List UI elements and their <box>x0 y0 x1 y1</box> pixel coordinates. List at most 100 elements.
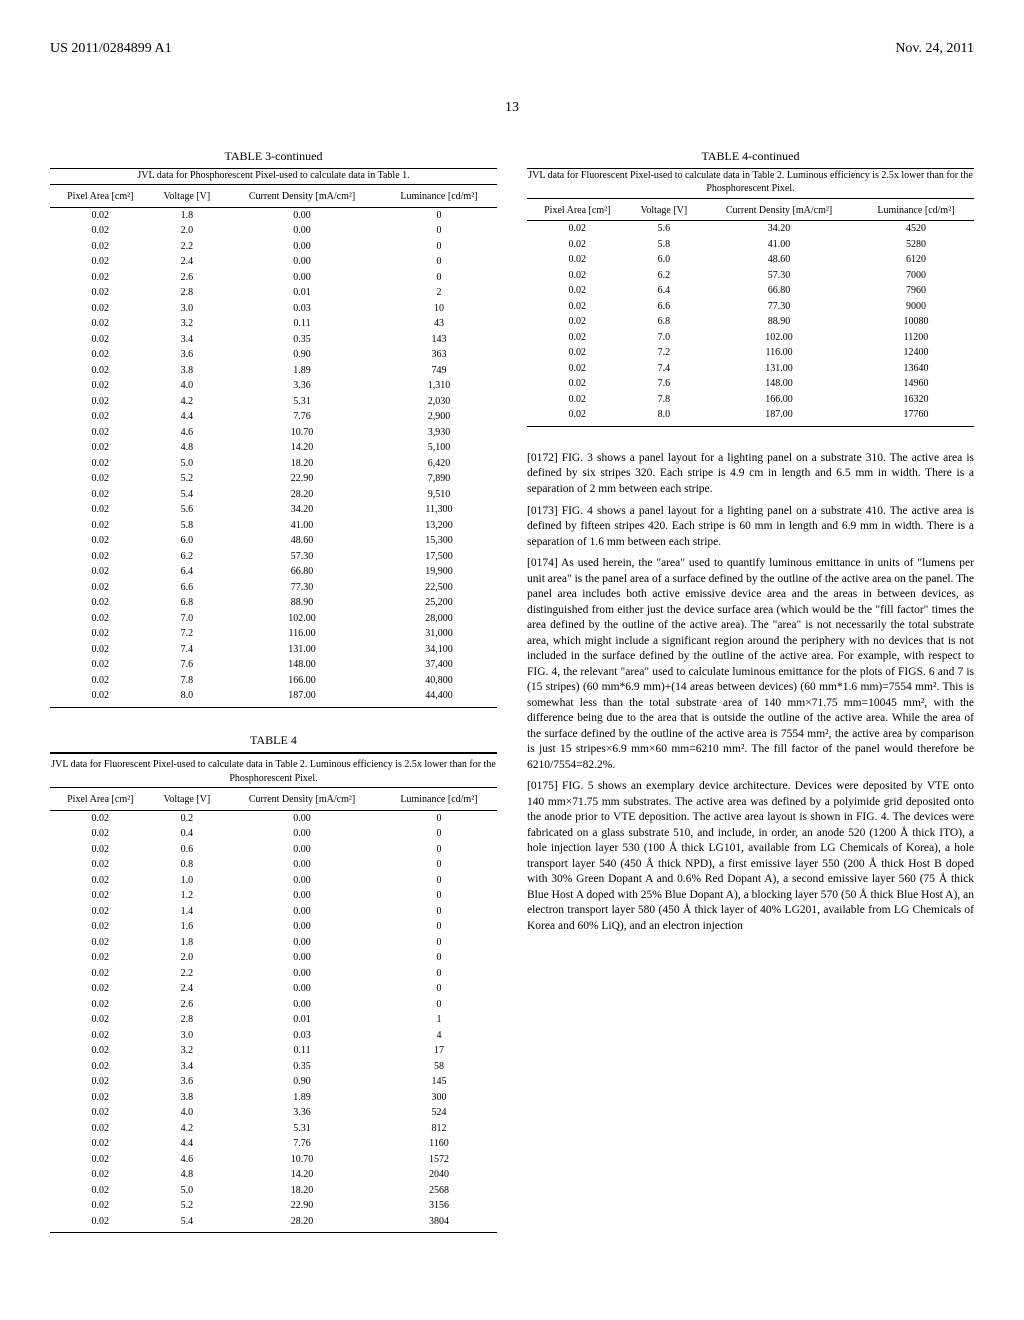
table-row: 0.025.841.005280 <box>527 237 974 253</box>
table-cell: 0 <box>381 966 497 982</box>
table-row: 0.022.20.000 <box>50 239 497 255</box>
table-cell: 2.6 <box>151 270 224 286</box>
table-cell: 0.02 <box>50 487 151 503</box>
table-cell: 6.2 <box>151 549 224 565</box>
table-cell: 3.0 <box>151 1028 224 1044</box>
paragraph-0172: [0172] FIG. 3 shows a panel layout for a… <box>527 451 974 498</box>
table-cell: 3.8 <box>151 1090 224 1106</box>
table-cell: 0 <box>381 254 497 270</box>
table-cell: 0 <box>381 997 497 1013</box>
table-row: 0.023.60.90145 <box>50 1074 497 1090</box>
table-cell: 77.30 <box>223 580 381 596</box>
table-cell: 6,420 <box>381 456 497 472</box>
table-row: 0.027.2116.0031,000 <box>50 626 497 642</box>
table-cell: 0.02 <box>527 361 628 377</box>
table-cell: 0.02 <box>50 1121 151 1137</box>
table-cell: 0 <box>381 888 497 904</box>
table-row: 0.027.8166.0040,800 <box>50 673 497 689</box>
table-row: 0.021.80.000 <box>50 207 497 223</box>
table-row: 0.022.60.000 <box>50 997 497 1013</box>
table-cell: 0.02 <box>50 502 151 518</box>
table-cell: 34.20 <box>223 502 381 518</box>
table-cell: 6.0 <box>628 252 701 268</box>
table-row: 0.021.00.000 <box>50 873 497 889</box>
table-row: 0.024.03.36524 <box>50 1105 497 1121</box>
table-cell: 28,000 <box>381 611 497 627</box>
table-cell: 5.4 <box>151 487 224 503</box>
table-cell: 7.4 <box>628 361 701 377</box>
table-row: 0.026.048.606120 <box>527 252 974 268</box>
table-cell: 5.6 <box>151 502 224 518</box>
table-cell: 22.90 <box>223 1198 381 1214</box>
table-cell: 148.00 <box>223 657 381 673</box>
table-cell: 1.4 <box>151 904 224 920</box>
table-cell: 0.00 <box>223 904 381 920</box>
table-row: 0.025.222.907,890 <box>50 471 497 487</box>
table-cell: 1.89 <box>223 1090 381 1106</box>
table-cell: 7.6 <box>151 657 224 673</box>
table-row: 0.023.81.89300 <box>50 1090 497 1106</box>
table-cell: 7.76 <box>223 409 381 425</box>
table-cell: 0.02 <box>50 332 151 348</box>
table-cell: 0 <box>381 239 497 255</box>
table-cell: 18.20 <box>223 1183 381 1199</box>
table-cell: 7000 <box>858 268 974 284</box>
table-cell: 0 <box>381 857 497 873</box>
table-row: 0.022.40.000 <box>50 981 497 997</box>
table-row: 0.024.814.202040 <box>50 1167 497 1183</box>
table-cell: 11,300 <box>381 502 497 518</box>
table-row: 0.026.048.6015,300 <box>50 533 497 549</box>
table-row: 0.025.018.202568 <box>50 1183 497 1199</box>
table-cell: 88.90 <box>700 314 858 330</box>
table-row: 0.027.6148.0037,400 <box>50 657 497 673</box>
table-cell: 102.00 <box>700 330 858 346</box>
table-cell: 0.02 <box>50 378 151 394</box>
table-cell: 5.2 <box>151 471 224 487</box>
table-cell: 1.8 <box>151 207 224 223</box>
table-cell: 148.00 <box>700 376 858 392</box>
table-cell: 6.4 <box>151 564 224 580</box>
table-cell: 0 <box>381 270 497 286</box>
table-cell: 22,500 <box>381 580 497 596</box>
table-cell: 0.02 <box>50 270 151 286</box>
col-header: Voltage [V] <box>628 201 701 221</box>
table-cell: 0.02 <box>50 1012 151 1028</box>
table-3-continued: TABLE 3-continued JVL data for Phosphore… <box>50 148 497 708</box>
col-header: Luminance [cd/m²] <box>381 187 497 207</box>
table-cell: 6.6 <box>151 580 224 596</box>
table-cell: 0.02 <box>527 330 628 346</box>
table-cell: 2.4 <box>151 981 224 997</box>
table-cell: 2 <box>381 285 497 301</box>
table-row: 0.025.841.0013,200 <box>50 518 497 534</box>
table-cell: 3.6 <box>151 347 224 363</box>
table-cell: 6.8 <box>628 314 701 330</box>
table-cell: 0.02 <box>50 1028 151 1044</box>
table-cell: 6.4 <box>628 283 701 299</box>
table-cell: 0.00 <box>223 842 381 858</box>
table-cell: 4.0 <box>151 378 224 394</box>
table-cell: 6.8 <box>151 595 224 611</box>
table-cell: 0.02 <box>50 1198 151 1214</box>
table-cell: 0 <box>381 919 497 935</box>
table-cell: 2,900 <box>381 409 497 425</box>
table-cell: 0 <box>381 950 497 966</box>
table-row: 0.026.888.9010080 <box>527 314 974 330</box>
table-cell: 7.4 <box>151 642 224 658</box>
table-cell: 187.00 <box>223 688 381 707</box>
table-cell: 0.02 <box>50 456 151 472</box>
table-cell: 0.00 <box>223 826 381 842</box>
table-4-continued: TABLE 4-continued JVL data for Fluoresce… <box>527 148 974 427</box>
table-cell: 0.00 <box>223 981 381 997</box>
table-cell: 0.00 <box>223 254 381 270</box>
table-cell: 116.00 <box>700 345 858 361</box>
table-row: 0.025.222.903156 <box>50 1198 497 1214</box>
table-cell: 4.4 <box>151 1136 224 1152</box>
table-cell: 0.02 <box>50 935 151 951</box>
table-cell: 19,900 <box>381 564 497 580</box>
table-row: 0.027.0102.0011200 <box>527 330 974 346</box>
table-cell: 0.01 <box>223 285 381 301</box>
table-cell: 2.6 <box>151 997 224 1013</box>
table-cell: 0.02 <box>527 407 628 426</box>
table-cell: 0.02 <box>50 533 151 549</box>
table-row: 0.024.47.761160 <box>50 1136 497 1152</box>
